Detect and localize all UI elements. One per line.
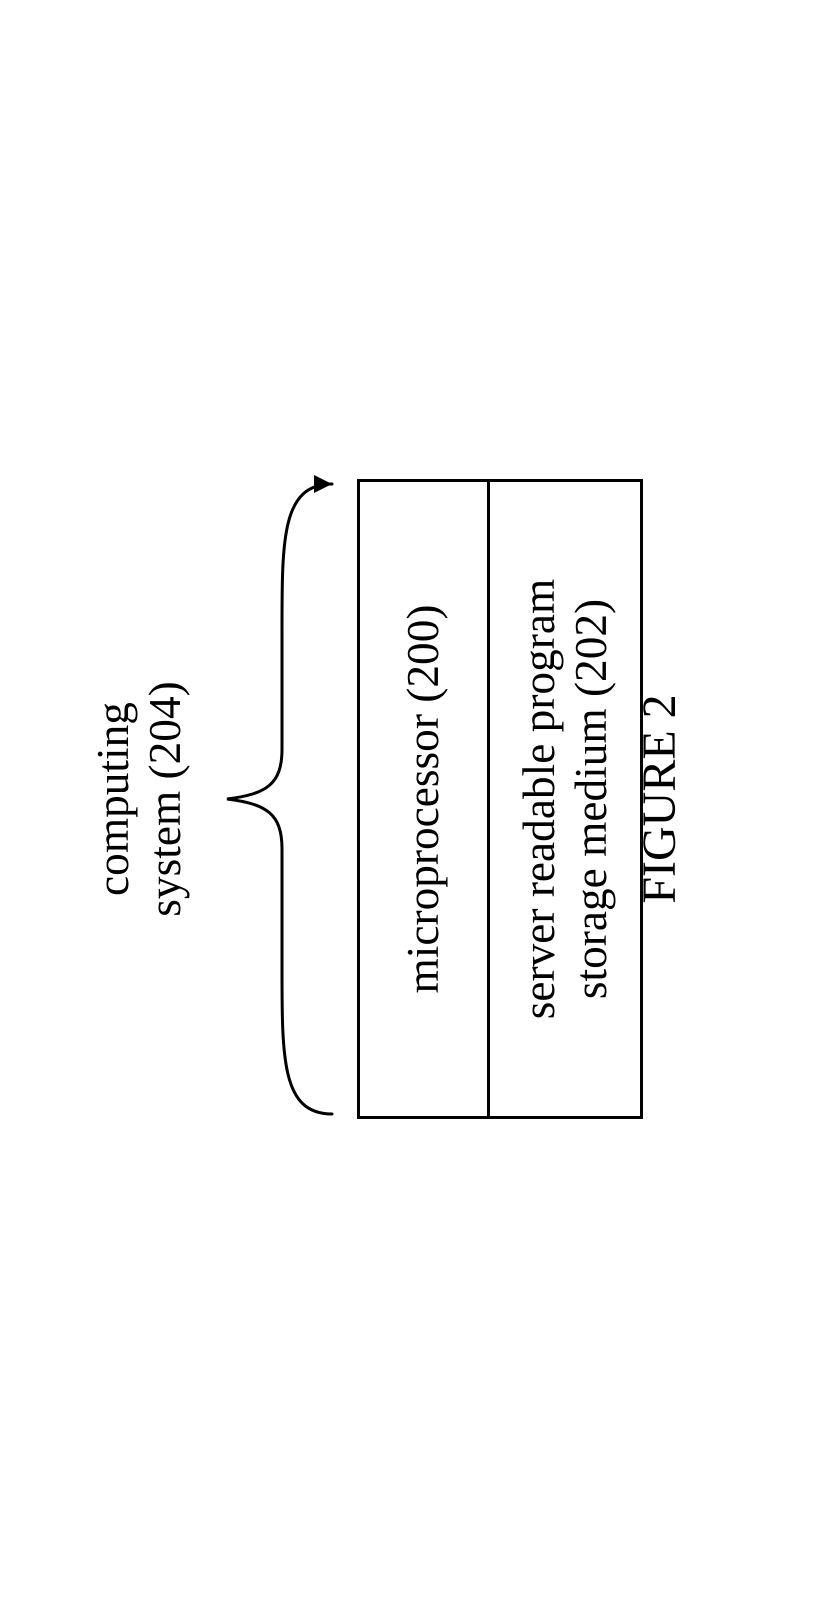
figure-caption: FIGURE 2 [632, 694, 687, 903]
storage-medium-line1: server readable program [514, 578, 564, 1018]
microprocessor-label: microprocessor (200) [397, 604, 449, 993]
curly-brace-icon [192, 469, 352, 1129]
storage-medium-line2: storage medium (202) [566, 598, 616, 998]
storage-medium-box: server readable program storage medium (… [490, 482, 640, 1116]
figure-2-diagram: computing system (204) microprocessor (2… [0, 0, 814, 1597]
computing-system-box: microprocessor (200) server readable pro… [357, 479, 643, 1119]
computing-system-label: computing system (204) [87, 681, 191, 916]
system-label-line1: computing [88, 702, 138, 896]
system-label-line2: system (204) [140, 681, 190, 916]
microprocessor-box: microprocessor (200) [360, 482, 490, 1116]
